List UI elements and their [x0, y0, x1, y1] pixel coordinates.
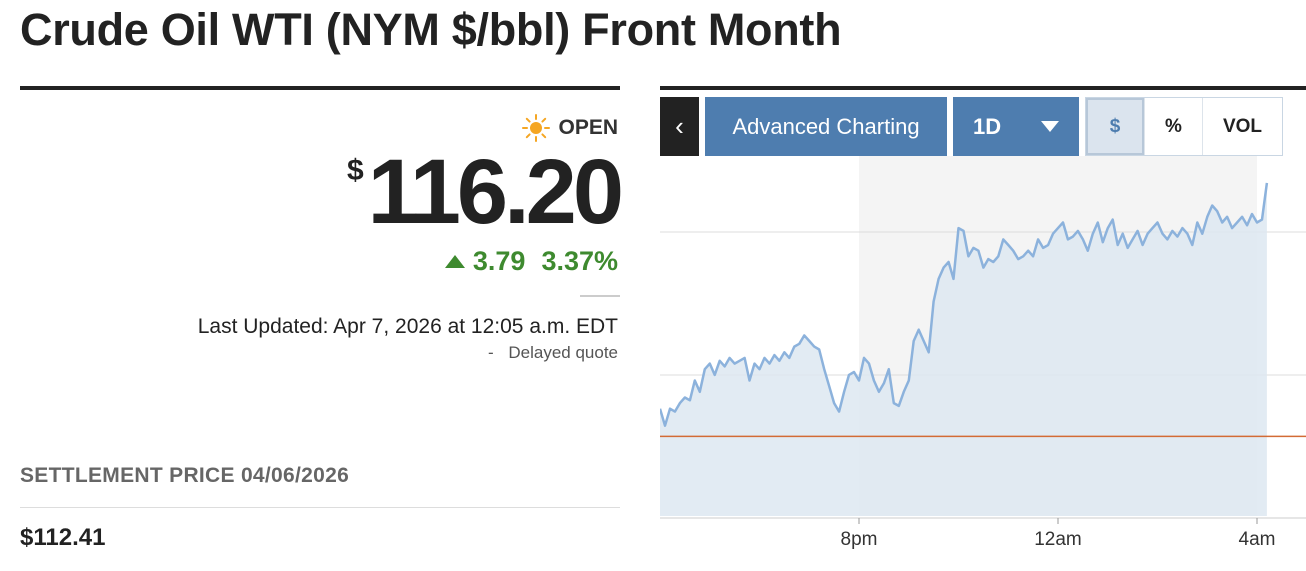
- triangle-up-icon: [444, 255, 465, 268]
- price-value: 116.20: [367, 141, 624, 243]
- change-value: 3.79: [472, 246, 526, 276]
- currency-symbol: $: [346, 154, 364, 187]
- x-tick-label: 12am: [1034, 529, 1082, 550]
- x-tick-label: 8pm: [841, 529, 878, 550]
- sun-icon: [522, 114, 551, 142]
- price-line: [660, 182, 1269, 427]
- change-percent: 3.37%: [541, 246, 618, 276]
- settlement-divider: [20, 507, 620, 508]
- page-title: Crude Oil WTI (NYM $/bbl) Front Month: [20, 4, 842, 55]
- advanced-charting-button[interactable]: Advanced Charting: [705, 97, 947, 156]
- chevron-left-icon: ‹: [675, 111, 684, 141]
- delayed-dash: -: [487, 343, 494, 362]
- price-chart[interactable]: 8pm 12am 4am: [660, 156, 1306, 556]
- x-tick-label: 4am: [1239, 529, 1276, 550]
- market-status: OPEN: [522, 114, 618, 142]
- price-area: [660, 182, 1267, 516]
- market-status-label: OPEN: [558, 116, 618, 139]
- delayed-quote-note: - Delayed quote: [488, 343, 618, 363]
- price-change: 3.79 3.37%: [444, 246, 618, 277]
- change-divider: [580, 295, 620, 297]
- change-absolute: 3.79: [444, 246, 526, 277]
- caret-down-icon: [1041, 121, 1059, 132]
- toggle-dollar[interactable]: $: [1086, 98, 1144, 155]
- toggle-volume[interactable]: VOL: [1202, 98, 1282, 155]
- range-label: 1D: [973, 113, 1002, 139]
- left-divider: [20, 86, 620, 90]
- settlement-label: SETTLEMENT PRICE 04/06/2026: [20, 464, 350, 487]
- collapse-button[interactable]: ‹: [660, 97, 699, 156]
- range-dropdown[interactable]: 1D: [953, 97, 1079, 156]
- chart-divider: [660, 86, 1306, 90]
- toggle-percent[interactable]: %: [1144, 98, 1202, 155]
- last-updated: Last Updated: Apr 7, 2026 at 12:05 a.m. …: [197, 315, 618, 338]
- last-price: $ 116.20: [346, 141, 624, 243]
- chart-mode-toggle: $ % VOL: [1085, 97, 1283, 156]
- delayed-quote-label: Delayed quote: [508, 343, 618, 362]
- settlement-value: $112.41: [20, 524, 106, 551]
